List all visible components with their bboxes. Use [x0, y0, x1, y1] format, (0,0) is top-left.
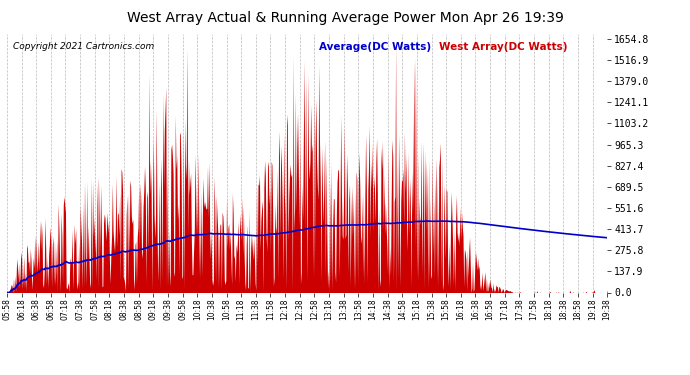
Text: Average(DC Watts): Average(DC Watts)	[319, 42, 431, 51]
Text: West Array(DC Watts): West Array(DC Watts)	[439, 42, 568, 51]
Text: Copyright 2021 Cartronics.com: Copyright 2021 Cartronics.com	[13, 42, 154, 51]
Text: West Array Actual & Running Average Power Mon Apr 26 19:39: West Array Actual & Running Average Powe…	[126, 11, 564, 25]
